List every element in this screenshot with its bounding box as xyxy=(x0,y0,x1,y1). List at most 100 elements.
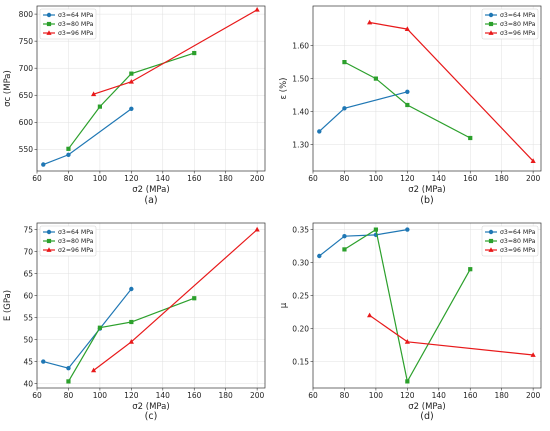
x-tick-label: 140 xyxy=(432,391,447,400)
data-point xyxy=(373,227,378,232)
y-tick-label: 40 xyxy=(23,379,33,388)
data-point xyxy=(404,26,410,31)
panel-caption: (a) xyxy=(144,195,157,206)
x-axis-label: σ2 (MPa) xyxy=(132,402,169,412)
y-tick-label: 0.25 xyxy=(292,291,309,300)
data-point xyxy=(91,91,97,97)
data-point xyxy=(405,102,410,108)
legend-marker xyxy=(46,247,52,252)
data-point xyxy=(404,339,410,344)
x-tick-label: 200 xyxy=(526,174,541,183)
legend-entry: σ3=96 MPa xyxy=(500,247,536,254)
data-point xyxy=(41,359,46,364)
legend-marker xyxy=(46,229,52,235)
x-tick-label: 180 xyxy=(219,174,234,183)
series-2 xyxy=(342,227,473,384)
data-point xyxy=(405,89,410,95)
legend-box xyxy=(39,8,97,40)
data-point xyxy=(342,106,347,111)
legend: σ3=64 MPa σ3=80 MPa σ3=96 MPa xyxy=(39,8,97,40)
series-1 xyxy=(317,227,410,259)
y-tick-label: 1.50 xyxy=(292,74,309,83)
data-point xyxy=(405,227,410,232)
chart-panel-2: 60 80 100 120 140 160 180 200 1.30 1.40 1.50 1.60 σ2… xyxy=(279,5,542,206)
legend-marker xyxy=(488,12,494,18)
series-3 xyxy=(91,226,260,373)
legend-marker xyxy=(488,238,494,244)
legend-marker xyxy=(488,229,494,235)
y-tick-label: 65 xyxy=(23,269,33,278)
y-tick-label: 0.35 xyxy=(292,225,309,234)
x-tick-label: 160 xyxy=(187,391,202,400)
legend-entry: σ3=64 MPa xyxy=(500,12,536,19)
legend-entry: σ2=96 MPa xyxy=(58,247,94,254)
y-tick-label: 55 xyxy=(23,313,33,322)
legend-entry: σ3=80 MPa xyxy=(500,238,536,245)
legend-marker xyxy=(488,30,494,35)
y-tick-label: 0.15 xyxy=(292,357,309,366)
x-tick-label: 120 xyxy=(124,174,139,183)
chart-panel-3: 60 80 100 120 140 160 180 200 40 45 50 55 60 65 70 75 σ2… xyxy=(3,222,266,422)
series-1 xyxy=(317,89,410,134)
data-point xyxy=(342,60,347,65)
y-tick-label: 750 xyxy=(19,37,34,46)
y-tick-label: 60 xyxy=(23,291,33,300)
legend: σ3=64 MPa σ3=80 MPa σ3=96 MPa xyxy=(481,225,539,257)
plot-frame xyxy=(36,222,266,389)
data-point xyxy=(41,162,46,167)
x-tick-label: 140 xyxy=(432,174,447,183)
series-line xyxy=(344,228,471,384)
data-point xyxy=(342,234,347,239)
legend-marker xyxy=(46,238,52,244)
x-tick-label: 180 xyxy=(495,391,510,400)
data-point xyxy=(192,296,197,301)
x-tick-label: 100 xyxy=(369,391,384,400)
series-1 xyxy=(41,106,134,167)
data-point xyxy=(254,226,260,232)
data-point xyxy=(317,253,322,259)
series-2 xyxy=(342,60,473,141)
series-line xyxy=(344,61,471,139)
plot-frame xyxy=(312,5,542,172)
series-line xyxy=(93,9,258,95)
data-point xyxy=(129,106,134,111)
x-tick-label: 60 xyxy=(32,391,42,400)
series-line xyxy=(93,229,258,371)
series-line xyxy=(369,21,534,162)
panel-caption: (d) xyxy=(420,411,433,422)
data-point xyxy=(530,158,536,163)
legend-box xyxy=(481,225,539,257)
x-axis-label: σ2 (MPa) xyxy=(132,185,169,195)
x-tick-label: 80 xyxy=(340,391,350,400)
chart-panel-4: 60 80 100 120 140 160 180 200 0.15 0.20 0.25 0.30 0.… xyxy=(279,222,542,422)
chart-panel-1: 60 80 100 120 140 160 180 200 550 600 650 700 750 800… xyxy=(3,5,266,206)
legend-entry: σ3=64 MPa xyxy=(58,229,94,236)
x-tick-label: 180 xyxy=(219,391,234,400)
y-tick-label: 1.30 xyxy=(292,140,309,149)
x-tick-label: 200 xyxy=(526,391,541,400)
x-tick-label: 100 xyxy=(93,174,108,183)
x-tick-label: 140 xyxy=(156,174,171,183)
legend-marker xyxy=(46,30,52,35)
y-tick-label: 650 xyxy=(19,91,34,100)
data-point xyxy=(128,339,134,344)
plot-frame xyxy=(312,222,542,389)
x-tick-label: 180 xyxy=(495,174,510,183)
x-tick-label: 60 xyxy=(308,174,318,183)
data-point xyxy=(367,312,373,318)
legend: σ3=64 MPa σ3=80 MPa σ2=96 MPa xyxy=(39,225,97,257)
series-1 xyxy=(41,286,134,371)
x-tick-label: 100 xyxy=(93,391,108,400)
y-tick-label: 700 xyxy=(19,64,34,73)
data-point xyxy=(129,286,134,292)
y-tick-label: 45 xyxy=(23,357,33,366)
x-tick-label: 200 xyxy=(250,174,265,183)
data-point xyxy=(530,352,536,357)
series-line xyxy=(67,297,195,382)
data-point xyxy=(66,146,71,151)
y-tick-label: 800 xyxy=(19,10,34,19)
legend-box xyxy=(481,8,539,40)
legend-marker xyxy=(488,21,494,27)
y-tick-label: 0.30 xyxy=(292,258,309,267)
